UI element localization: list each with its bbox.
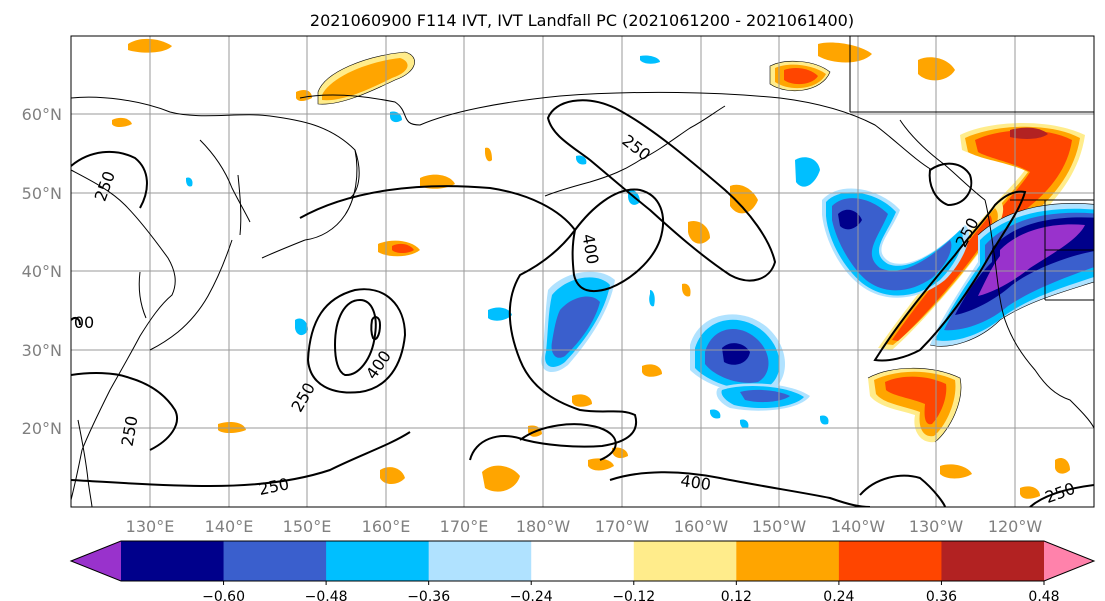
lon-label-160w: 160°W [674,517,729,536]
colorbar-band [121,541,225,581]
colorbar: −0.60 −0.48 −0.36 −0.24 −0.12 0.12 0.24 0.36 0.4… [69,540,1096,601]
lat-label-60n: 60°N [22,105,62,124]
contour-label-400-south: 400 [679,471,712,494]
kuril-islands [261,239,306,259]
colorbar-tick-label: 0.48 [1028,589,1059,601]
canada-border [849,36,1094,113]
latitude-labels: 60°N 50°N 40°N 30°N 20°N [22,105,62,438]
colorbar-band [223,541,327,581]
lon-label-170w: 170°W [595,517,650,536]
lat-label-20n: 20°N [22,419,62,438]
colorbar-band [531,541,635,581]
north-america-west-coast [984,199,1094,429]
lon-label-150w: 150°W [752,517,807,536]
aleutian-chain [544,105,726,197]
us-state-borders [1044,200,1094,301]
lon-label-130w: 130°W [909,517,964,536]
shaded-anomaly-fields [112,38,1094,499]
coastlines [71,36,1094,507]
lon-label-120w: 120°W [988,517,1043,536]
lon-label-180w: 180°W [516,517,571,536]
lon-label-140w: 140°W [831,517,886,536]
colorbar-tick-label: 0.36 [926,589,957,601]
colorbar-band [838,541,942,581]
ivt-contours [71,99,1094,507]
colorbar-band [941,541,1045,581]
colorbar-extend-low [71,541,121,581]
lon-label-160e: 160°E [362,517,411,536]
lat-label-30n: 30°N [22,341,62,360]
lon-label-130e: 130°E [126,517,175,536]
alaska-panhandle [899,119,986,201]
japan [149,239,233,351]
map-frame [70,35,1095,508]
alaska-coastline [299,91,933,171]
map-title: 2021060900 F114 IVT, IVT Landfall PC (20… [310,11,854,30]
russia-coast [71,96,360,199]
colorbar-band [633,541,737,581]
colorbar-tick-label: 0.24 [823,589,854,601]
lon-label-150e: 150°E [283,517,332,536]
colorbar-tick-label: −0.48 [305,589,348,601]
sakhalin [237,174,242,236]
korea [138,271,147,319]
kamchatka [304,149,358,241]
lat-label-50n: 50°N [22,184,62,203]
asia-mainland [71,169,176,501]
lon-label-140e: 140°E [205,517,254,536]
colorbar-tick-label: −0.36 [407,589,450,601]
longitude-labels: 130°E 140°E 150°E 160°E 170°E 180°W 170°… [126,517,1043,536]
colorbar-tick-label: 0.12 [721,589,752,601]
colorbar-outline [69,540,1096,582]
colorbar-tick-label: −0.12 [612,589,655,601]
contour-label-edge: 00 [74,313,94,332]
colorbar-band [736,541,840,581]
map-gridlines [71,36,1094,507]
colorbar-tick-label: −0.60 [202,589,245,601]
colorbar-extend-high [1044,541,1094,581]
colorbar-band [428,541,532,581]
lat-label-40n: 40°N [22,262,62,281]
okhotsk-coast [199,139,251,223]
lon-label-170e: 170°E [440,517,489,536]
colorbar-band [326,541,430,581]
colorbar-tick-label: −0.24 [510,589,553,601]
